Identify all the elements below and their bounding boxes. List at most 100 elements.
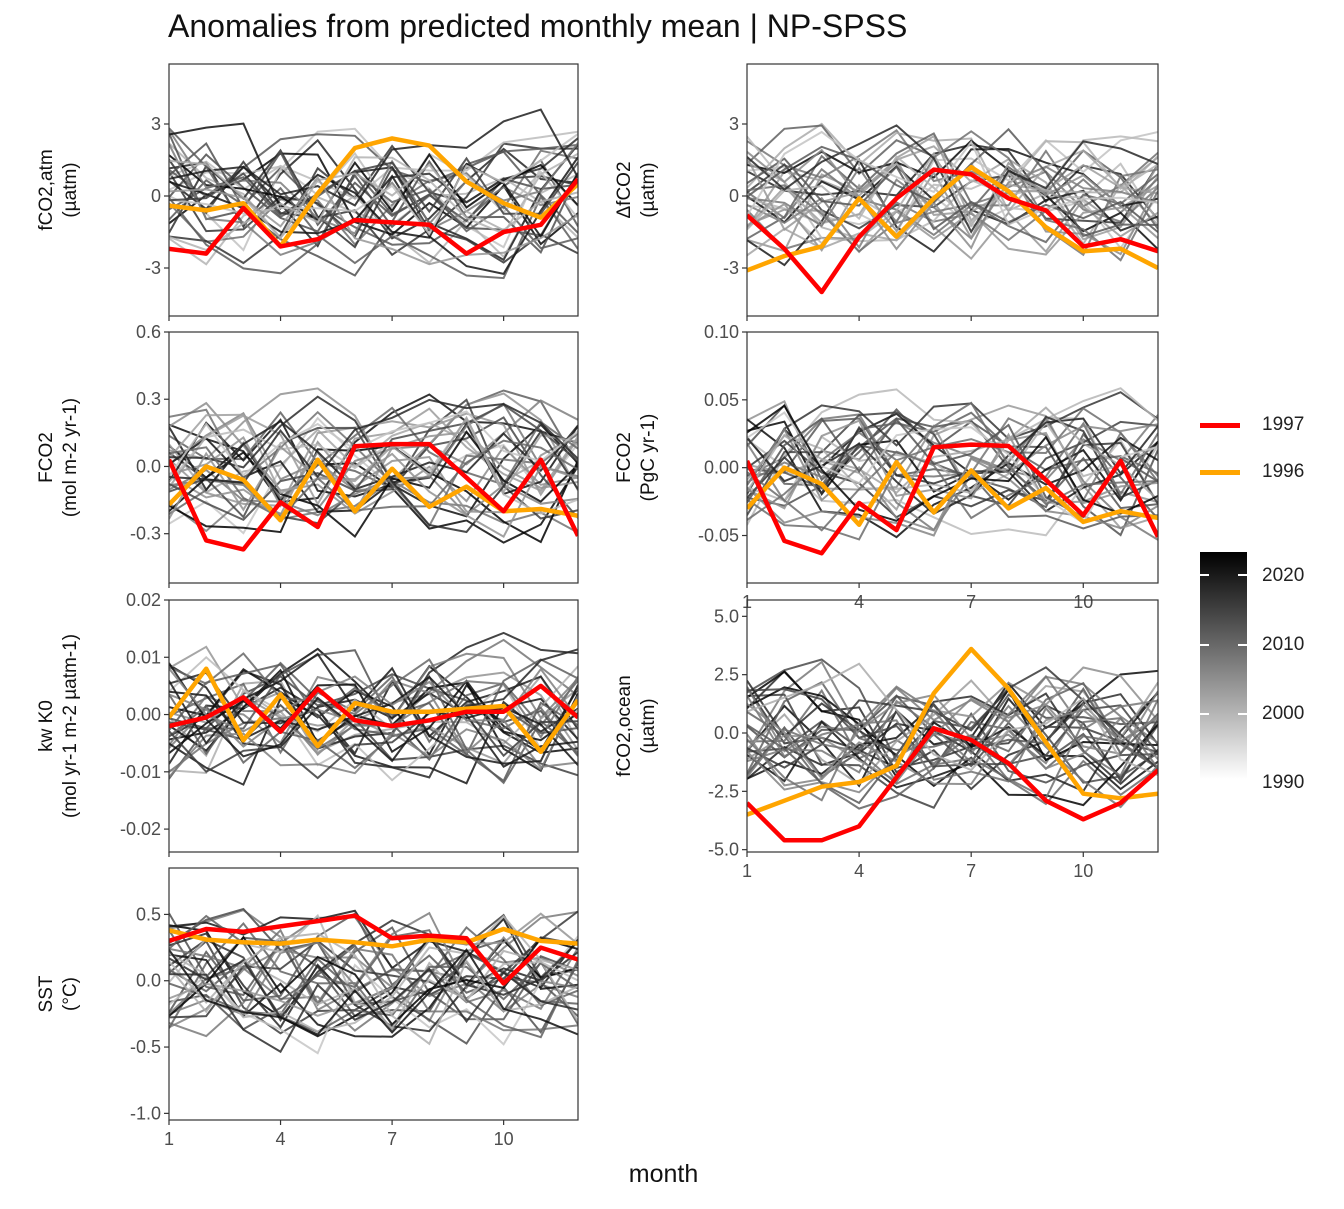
year-line [169,127,578,252]
year-line [169,175,578,266]
year-line [169,143,578,262]
year-line [747,438,1158,537]
y-tick-label: -3 [145,258,161,278]
y-tick-label: 0.10 [704,322,739,342]
series-line-1996 [747,164,1158,273]
y-tick-label: 0.5 [136,904,161,924]
ensemble-lines [169,387,578,544]
year-line [747,423,1158,537]
y-tick-label: 0.00 [704,458,739,478]
year-line [169,417,578,515]
year-line [747,666,1158,770]
chart-title: Anomalies from predicted monthly mean | … [168,8,908,44]
year-line [747,675,1158,753]
y-tick-label: -0.01 [120,762,161,782]
x-tick-label: 7 [966,592,976,612]
year-line [747,157,1158,238]
colorbar-label-2020: 2020 [1262,565,1305,586]
year-line [169,911,578,1016]
year-line [747,404,1158,522]
y-axis-label-unit: (°C) [60,977,81,1011]
colorbar-label-1990: 1990 [1262,772,1305,793]
year-line [169,413,578,495]
panel-fco2-flux-mol: -0.3 0.0 0.3 0.6 FCO2 (mol m-2 yr-1) [36,322,579,588]
series-line-1996 [169,666,578,755]
year-line [169,159,578,240]
series-line-1996 [169,926,578,949]
x-tick-label: 10 [1073,592,1093,612]
series-line-1997 [169,177,578,256]
year-line [747,406,1158,501]
y-tick-label: 0.0 [136,971,161,991]
series-line-1996 [747,459,1158,527]
year-line [747,165,1158,250]
panel-kw-k0: -0.02 -0.01 0.00 0.01 0.02 kw K0 (mol yr-1 m-2… [36,590,579,857]
year-line [169,674,578,755]
year-line [747,124,1158,234]
y-tick-label: -3 [723,258,739,278]
y-axis-label: SST (°C) [36,975,81,1012]
year-line [169,645,578,765]
y-axis-label-name: ΔfCO2 [614,161,635,218]
colorbar-tick [1238,644,1247,646]
x-tick-label: 4 [276,1129,286,1149]
year-line [169,924,578,1038]
x-tick-label: 10 [494,1129,514,1149]
year-line [747,693,1158,781]
ensemble-lines [747,122,1158,267]
panel-border [746,331,1159,584]
y-axis-label: ΔfCO2 (µatm) [614,161,659,218]
panel-delta-fco2: -3 0 3 ΔfCO2 (µatm) [614,63,1159,321]
year-line [169,932,578,1033]
year-line [747,698,1158,802]
year-line [747,413,1158,503]
colorbar-tick [1200,782,1209,784]
series-line-1997 [747,167,1158,295]
year-line [747,178,1158,251]
panel-border [168,867,579,1121]
y-tick-label: 3 [151,114,161,134]
y-tick-label: -1.0 [130,1103,161,1123]
year-line [747,674,1158,774]
year-line [747,149,1158,237]
year-line [169,156,578,216]
year-line [169,130,578,200]
legend-swatch-1996 [1200,469,1240,475]
panel-border [746,63,1159,317]
year-line [169,122,578,239]
y-tick-label: 0.0 [136,456,161,476]
colorbar-tick [1238,713,1247,715]
x-axis-label: month [628,1160,699,1188]
series-line-1997 [747,726,1158,843]
series-line-1997 [169,441,578,552]
x-tick-label: 1 [164,1129,174,1149]
y-tick-label: -2.5 [708,781,739,801]
y-axis-label: FCO2 (mol m-2 yr-1) [36,398,81,517]
year-line [169,935,578,1055]
year-line [747,134,1158,228]
year-line [747,662,1158,777]
year-line [169,159,578,264]
year-line [169,679,578,768]
year-line [747,140,1158,231]
y-tick-label: -0.5 [130,1037,161,1057]
year-line [169,420,578,492]
year-line [169,703,578,777]
legend-item-1997: 1997 [1200,410,1304,440]
panel-border [168,599,579,853]
y-tick-label: 0.3 [136,389,161,409]
year-line [747,417,1158,541]
year-line [747,388,1158,526]
x-tick-label: 1 [742,861,752,881]
year-line [747,411,1158,516]
y-axis-label-unit: (mol m-2 yr-1) [60,398,81,517]
year-line [747,417,1158,530]
y-axis-label-name: kw K0 [36,700,57,752]
y-axis-label-name: FCO2 [36,432,57,483]
y-tick-label: 2.5 [714,665,739,685]
panel-border [168,331,579,584]
ensemble-lines [169,108,578,280]
year-line [169,907,578,1013]
series-line-1996 [747,646,1158,817]
year-line [169,152,578,252]
